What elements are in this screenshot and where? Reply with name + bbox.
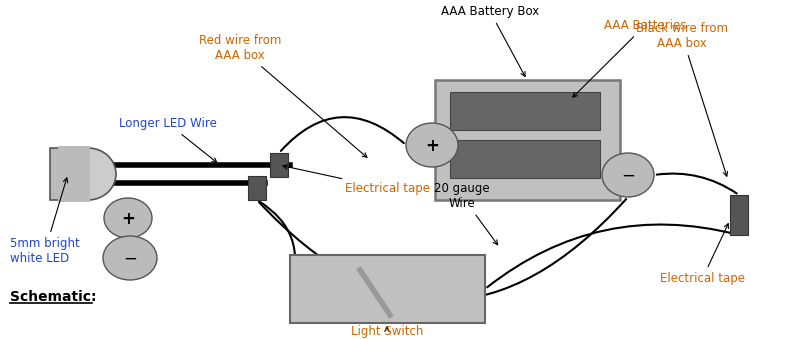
Bar <box>435 80 620 200</box>
Text: Red wire from
AAA box: Red wire from AAA box <box>199 34 367 157</box>
Text: Electrical tape: Electrical tape <box>283 165 430 195</box>
Text: 20 gauge
Wire: 20 gauge Wire <box>434 182 498 245</box>
Ellipse shape <box>406 123 458 167</box>
Bar <box>450 140 600 178</box>
Bar <box>270 153 288 177</box>
Ellipse shape <box>602 153 654 197</box>
Text: −: − <box>621 167 635 185</box>
Text: Electrical tape: Electrical tape <box>660 224 745 285</box>
Text: −: − <box>123 250 137 268</box>
Bar <box>58 146 90 202</box>
Text: AAA Batteries: AAA Batteries <box>573 19 686 97</box>
Text: 5mm bright
white LED: 5mm bright white LED <box>10 178 80 265</box>
Ellipse shape <box>60 148 116 200</box>
Text: Light Switch: Light Switch <box>351 325 423 338</box>
Text: +: + <box>121 210 135 228</box>
Ellipse shape <box>104 198 152 238</box>
Text: Longer LED Wire: Longer LED Wire <box>119 117 217 162</box>
Ellipse shape <box>103 236 157 280</box>
Text: AAA Battery Box: AAA Battery Box <box>441 5 539 77</box>
Text: Black wire from
AAA box: Black wire from AAA box <box>636 22 728 176</box>
Bar <box>50 148 88 200</box>
Text: Schematic:: Schematic: <box>10 290 97 304</box>
Bar <box>248 176 266 200</box>
Text: +: + <box>425 137 439 155</box>
Bar <box>450 92 600 130</box>
Bar <box>290 255 485 323</box>
Bar <box>730 195 748 235</box>
